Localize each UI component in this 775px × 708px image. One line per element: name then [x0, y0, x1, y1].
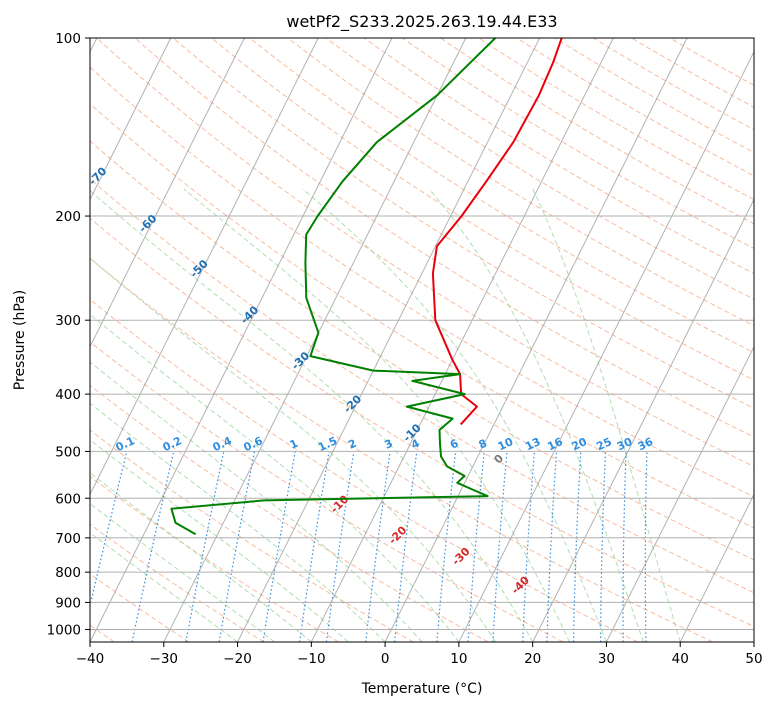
isotherm-label: -90: [0, 83, 3, 106]
moist-adiabat: [90, 532, 238, 642]
mixing-ratio-line: [394, 451, 418, 642]
dry-adiabat: [90, 429, 414, 642]
isotherm-line: [458, 50, 754, 642]
x-tick-label: 30: [598, 651, 615, 667]
moist-adiabat: [90, 361, 423, 642]
temperature-profile: [431, 38, 563, 426]
isotherm-line: [605, 345, 754, 642]
mixing-ratio-label: 36: [636, 435, 656, 453]
mixing-ratio-line: [262, 451, 296, 642]
x-tick-label: 20: [524, 651, 541, 667]
dry-adiabat: [90, 298, 639, 642]
moist-adiabat: [90, 257, 497, 642]
x-axis-title: Temperature (°C): [361, 681, 483, 697]
dry-adiabat: [478, 38, 754, 201]
x-tick-label: −10: [297, 651, 326, 667]
x-tick-label: −40: [76, 651, 105, 667]
x-tick-label: 10: [450, 651, 467, 667]
isotherm-line: [90, 38, 245, 348]
dry-adiabat: [90, 103, 754, 529]
y-tick-label: 400: [55, 387, 81, 403]
y-tick-label: 300: [55, 313, 81, 329]
isotherm-line: [163, 38, 467, 642]
dry-adiabat: [134, 38, 754, 438]
isotherm-line: [310, 38, 614, 642]
y-tick-label: 900: [55, 595, 81, 611]
y-tick-label: 800: [55, 565, 81, 581]
mixing-ratio-label: 16: [545, 435, 565, 453]
y-tick-label: 600: [55, 491, 81, 507]
mixing-ratio-line: [299, 451, 330, 642]
sounding-profiles: [170, 38, 563, 536]
y-axis: 100 200 300 400 500 600 700 800 900 1000: [47, 31, 90, 638]
plot-frame: [89, 37, 755, 643]
dry-adiabat: [90, 178, 754, 594]
moist-adiabat: [90, 189, 534, 642]
isotherm-line: [532, 198, 754, 642]
dry-adiabat: [211, 38, 754, 381]
mixing-ratio-labels: 0.1 0.2 0.4 0.6 1 1.5 2 3 4 6 8 10 13 16 20 25 30 36: [114, 434, 656, 454]
moist-adiabat: [90, 313, 460, 642]
mixing-ratio-line: [90, 451, 128, 609]
moist-adiabat: [532, 188, 681, 642]
y-tick-label: 100: [55, 31, 81, 47]
moist-adiabat: [183, 188, 571, 642]
background-lines: [90, 38, 754, 642]
isotherm-line: [90, 38, 319, 496]
dry-adiabat: [325, 38, 754, 300]
x-tick-label: −30: [150, 651, 179, 667]
y-axis-title: Pressure (hPa): [12, 290, 28, 390]
dry-adiabat: [90, 384, 489, 642]
moist-adiabat: [90, 439, 349, 642]
isotherm-line: [90, 38, 393, 642]
x-tick-label: 40: [672, 651, 689, 667]
dry-adiabat: [287, 38, 754, 327]
isotherm-line: [679, 493, 754, 642]
mixing-ratio-label: 20: [570, 435, 590, 453]
mixing-ratio-line: [436, 451, 457, 642]
x-tick-label: 50: [745, 651, 762, 667]
mixing-ratio-line: [365, 451, 391, 642]
dry-adiabat: [90, 257, 713, 642]
isotherm-label: -80: [32, 124, 55, 147]
y-tick-label: 200: [55, 209, 81, 225]
moist-adiabat: [428, 188, 644, 642]
isotherm-line: [753, 640, 754, 642]
dry-adiabat: [440, 38, 754, 225]
isotherm-line: [237, 38, 541, 642]
isotherm-line: [90, 38, 172, 201]
x-axis: −40 −30 −20 −10 0 10 20 30 40 50: [76, 642, 763, 667]
dry-adiabat: [90, 341, 564, 642]
dewpoint-profile: [170, 38, 497, 536]
moist-adiabat: [302, 188, 607, 642]
x-tick-label: −20: [223, 651, 252, 667]
chart-title: wetPf2_S233.2025.263.19.44.E33: [286, 12, 557, 32]
dry-adiabat: [96, 38, 754, 468]
mixing-ratio-label: 13: [523, 435, 542, 453]
isotherm-line: [384, 38, 688, 642]
moist-adiabat: [90, 472, 312, 642]
y-tick-label: 1000: [47, 622, 81, 638]
dry-adiabat: [90, 217, 754, 628]
mixing-ratio-label: 25: [594, 435, 613, 453]
mixing-ratio-label: 10: [496, 435, 516, 453]
plot-background: [90, 38, 754, 642]
y-tick-label: 500: [55, 444, 81, 460]
mixing-ratio-label: 30: [615, 435, 635, 453]
x-tick-label: 0: [381, 651, 390, 667]
y-tick-label: 700: [55, 531, 81, 547]
dry-adiabat: [90, 66, 754, 498]
mixing-ratio-line: [325, 451, 355, 642]
